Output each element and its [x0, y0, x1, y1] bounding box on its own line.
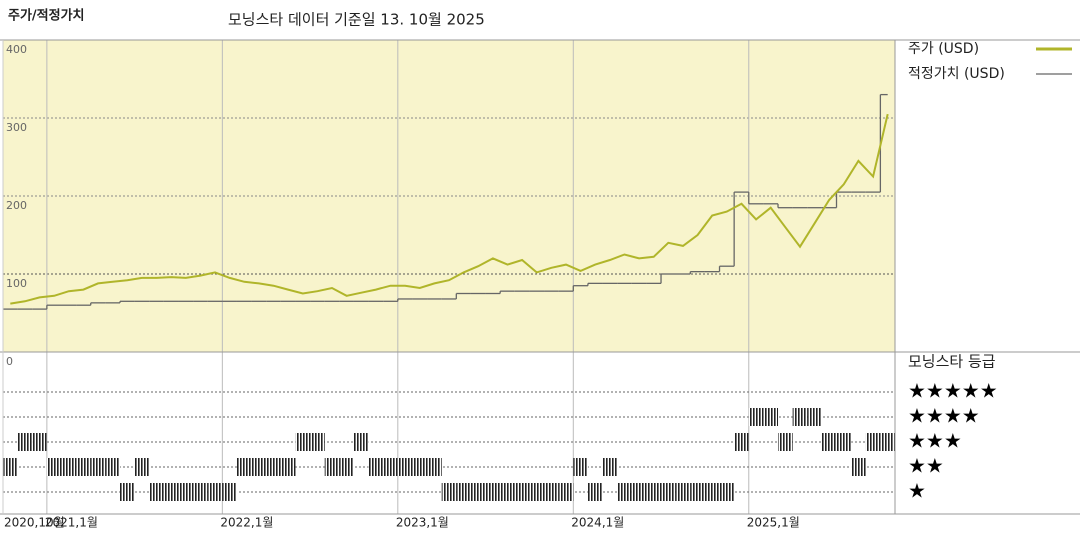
rating-bar: [178, 483, 194, 501]
rating-bar: [324, 458, 340, 476]
rating-bar: [3, 458, 18, 476]
rating-bar: [46, 458, 62, 476]
legend-label: 주가 (USD): [908, 41, 979, 57]
rating-bar: [90, 458, 106, 476]
rating-bar: [792, 408, 808, 426]
rating-bar: [456, 483, 471, 501]
x-tick-label: 2022,1월: [220, 516, 273, 530]
rating-bar: [17, 433, 33, 451]
rating-bar: [441, 483, 457, 501]
legend-label: 적정가치 (USD): [908, 66, 1005, 82]
rating-bar: [207, 483, 223, 501]
rating-bar: [76, 458, 91, 476]
rating-bar: [163, 483, 179, 501]
rating-bar: [266, 458, 281, 476]
rating-title: 모닝스타 등급: [908, 353, 996, 371]
rating-bar: [821, 433, 837, 451]
rating-label: ★★★★★: [908, 379, 998, 403]
y-tick-label: 0: [6, 355, 13, 368]
rating-bar: [734, 433, 749, 451]
price-line: [10, 113, 889, 305]
rating-bar: [193, 483, 208, 501]
rating-bar: [383, 458, 398, 476]
rating-bar: [119, 483, 135, 501]
x-tick-label: 2023,1월: [396, 516, 449, 530]
rating-bar: [500, 483, 515, 501]
chart-subtitle: 모닝스타 데이터 기준일 13. 10월 2025: [228, 11, 485, 29]
y-tick-label: 400: [6, 43, 27, 56]
y-tick-label: 100: [6, 277, 27, 290]
x-tick-label: 2025,1월: [747, 516, 800, 530]
chart-title: 주가/적정가치: [8, 8, 85, 24]
rating-bar: [222, 483, 237, 501]
rating-label: ★★★★: [908, 404, 980, 428]
rating-bar: [295, 433, 311, 451]
rating-label: ★: [908, 479, 926, 503]
rating-bar: [251, 458, 267, 476]
rating-bar: [748, 408, 764, 426]
rating-bar: [105, 458, 120, 476]
rating-bar: [368, 458, 384, 476]
rating-bar: [704, 483, 720, 501]
x-tick-label: 2024,1월: [571, 516, 624, 530]
x-tick-label: 2021,1월: [45, 516, 98, 530]
rating-bar: [529, 483, 545, 501]
rating-bar: [865, 433, 881, 451]
rating-bar: [617, 483, 632, 501]
rating-bar: [470, 483, 486, 501]
rating-bar: [134, 458, 150, 476]
rating-bar: [339, 458, 354, 476]
rating-bar: [412, 458, 428, 476]
rating-bar: [661, 483, 676, 501]
rating-bar: [675, 483, 691, 501]
rating-bar: [836, 433, 852, 451]
rating-bar: [310, 433, 325, 451]
rating-bar: [778, 433, 793, 451]
rating-bar: [587, 483, 603, 501]
rating-bar: [32, 433, 47, 451]
rating-bar: [397, 458, 413, 476]
rating-bar: [690, 483, 705, 501]
rating-bar: [236, 458, 252, 476]
rating-bar: [558, 483, 574, 501]
rating-bar: [573, 458, 588, 476]
y-tick-label: 200: [6, 199, 27, 212]
rating-bar: [485, 483, 501, 501]
rating-bar: [807, 408, 822, 426]
rating-bar: [646, 483, 662, 501]
rating-bar: [280, 458, 296, 476]
rating-bar: [353, 433, 369, 451]
rating-bar: [602, 458, 618, 476]
rating-bar: [719, 483, 735, 501]
rating-bar: [427, 458, 442, 476]
rating-bar: [61, 458, 77, 476]
x-tick-label: 2020,10월: [4, 516, 65, 530]
rating-bar: [880, 433, 895, 451]
rating-label: ★★★: [908, 429, 962, 453]
rating-bar: [631, 483, 647, 501]
rating-bar: [851, 458, 866, 476]
rating-bar: [514, 483, 530, 501]
rating-bar: [544, 483, 559, 501]
rating-bar: [149, 483, 164, 501]
rating-bar: [763, 408, 779, 426]
rating-label: ★★: [908, 454, 944, 478]
y-tick-label: 300: [6, 121, 27, 134]
